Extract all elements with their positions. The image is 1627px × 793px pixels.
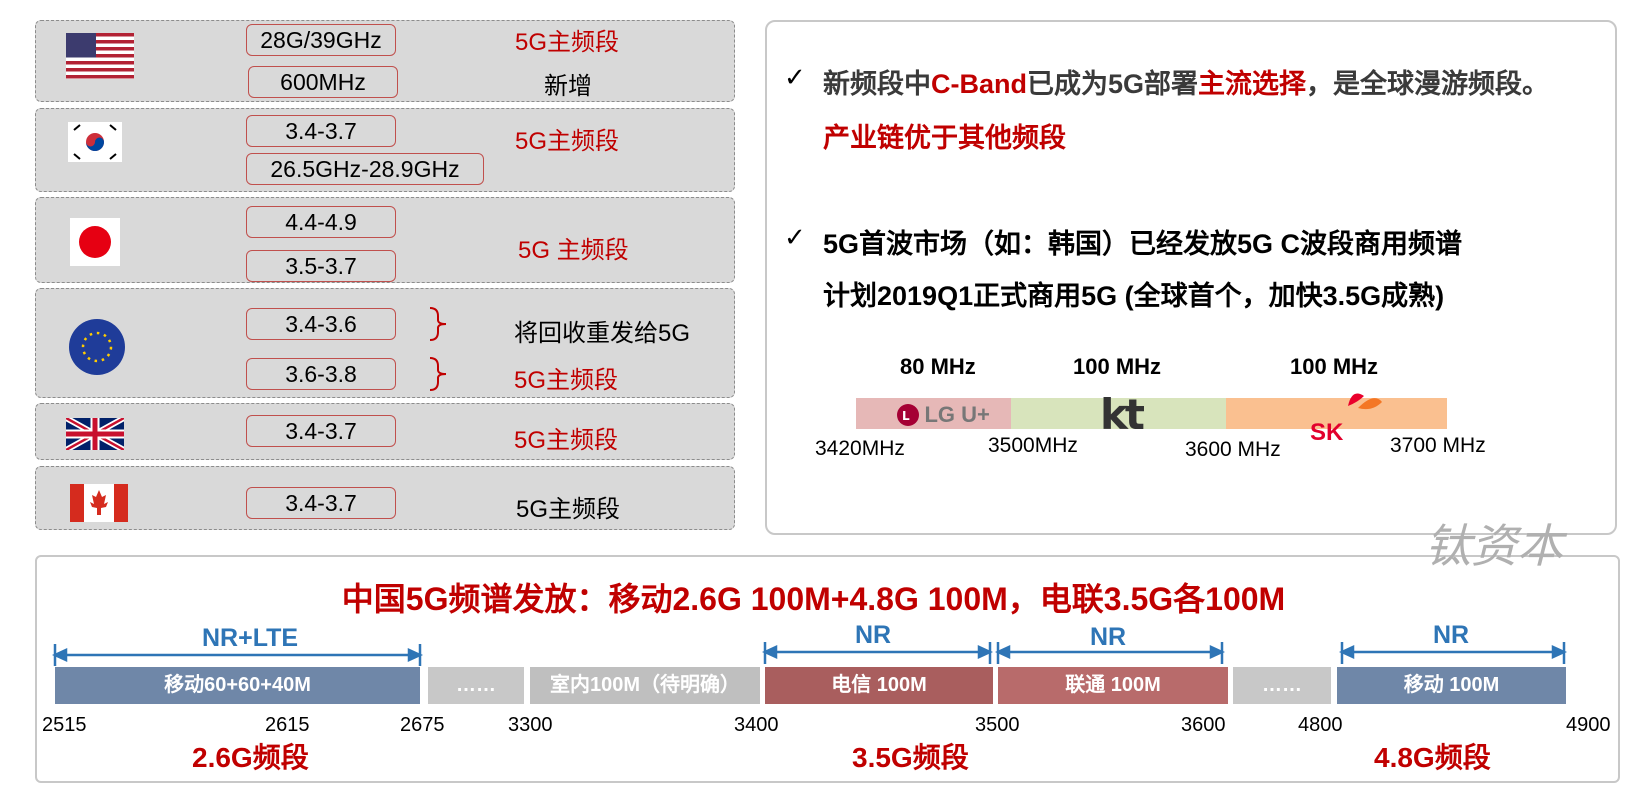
note-uk: 5G主频段 bbox=[514, 427, 619, 454]
tick-3500: 3500 bbox=[975, 714, 1020, 736]
note-japan: 5G 主频段 bbox=[518, 237, 629, 264]
tech-label-nr-lte: NR+LTE bbox=[202, 624, 299, 652]
freq-box-uk: 3.4-3.7 bbox=[246, 415, 396, 447]
eu-flag-icon bbox=[69, 319, 125, 375]
watermark: 钛资本 bbox=[1425, 519, 1563, 573]
lgu-logo-text: LG U+ bbox=[924, 402, 990, 427]
point2-line2: 计划2019Q1正式商用5G (全球首个，加快3.5G成熟) bbox=[823, 281, 1445, 311]
note-us-main: 5G主频段 bbox=[515, 29, 620, 56]
segment-indoor: 室内100M（待明确） bbox=[530, 667, 760, 704]
korea-flag-icon bbox=[68, 122, 122, 162]
segment-mobile-48: 移动 100M bbox=[1337, 667, 1566, 704]
tick-2515: 2515 bbox=[42, 714, 87, 736]
brace-icon bbox=[429, 357, 447, 391]
span-arrows bbox=[51, 642, 1568, 666]
svg-text:L: L bbox=[902, 409, 910, 423]
tech-label-nr-unicom: NR bbox=[1090, 623, 1127, 651]
tech-label-nr-telecom: NR bbox=[855, 621, 892, 649]
point1-d: 主流选择 bbox=[1198, 69, 1307, 99]
uk-flag-icon bbox=[66, 418, 124, 450]
kt-logo: kt bbox=[1100, 390, 1145, 439]
segment-gap-2: …… bbox=[1233, 667, 1331, 704]
tick-3400: 3400 bbox=[734, 714, 779, 736]
tech-label-nr-mobile: NR bbox=[1433, 621, 1470, 649]
segment-telecom: 电信 100M bbox=[765, 667, 993, 704]
alloc-tick-3500: 3500MHz bbox=[988, 434, 1078, 457]
sk-logo: SK bbox=[1310, 386, 1388, 446]
alloc-segment-kt bbox=[1011, 398, 1226, 429]
info-panel bbox=[765, 20, 1617, 535]
check-icon: ✓ bbox=[784, 222, 806, 252]
note-eu-reissue: 将回收重发给5G bbox=[514, 320, 691, 347]
note-korea: 5G主频段 bbox=[515, 128, 620, 155]
point2-line1: 5G首波市场（如：韩国）已经发放5G C波段商用频谱 bbox=[823, 229, 1463, 259]
width-label-lgu: 80 MHz bbox=[900, 354, 976, 379]
lg-circle-icon: L bbox=[897, 404, 919, 426]
canada-flag-icon bbox=[70, 484, 128, 522]
alloc-tick-3600: 3600 MHz bbox=[1185, 438, 1281, 461]
note-eu-main: 5G主频段 bbox=[514, 367, 619, 394]
note-us-new: 新增 bbox=[544, 73, 592, 100]
tick-4900: 4900 bbox=[1566, 714, 1611, 736]
note-canada: 5G主频段 bbox=[516, 496, 621, 523]
sk-butterfly-icon bbox=[1347, 393, 1382, 410]
lgu-logo: L LG U+ bbox=[896, 402, 990, 427]
freq-box-korea-1: 3.4-3.7 bbox=[246, 115, 396, 147]
alloc-tick-3700: 3700 MHz bbox=[1390, 434, 1486, 457]
freq-box-us-1: 28G/39GHz bbox=[246, 24, 396, 56]
alloc-segment-lgu bbox=[856, 398, 1011, 429]
us-flag-icon bbox=[66, 33, 134, 79]
band-label-26g: 2.6G频段 bbox=[192, 742, 309, 773]
width-label-sk: 100 MHz bbox=[1290, 354, 1379, 379]
band-label-48g: 4.8G频段 bbox=[1374, 742, 1491, 773]
check-icon: ✓ bbox=[784, 62, 806, 92]
point1-line1: 新频段中C-Band已成为5G部署主流选择，是全球漫游频段。 bbox=[823, 62, 1549, 101]
segment-unicom: 联通 100M bbox=[998, 667, 1228, 704]
point1-c: 已成为5G部署 bbox=[1027, 69, 1199, 99]
freq-box-us-2: 600MHz bbox=[248, 66, 398, 98]
freq-box-eu-2: 3.6-3.8 bbox=[246, 358, 396, 390]
freq-box-canada: 3.4-3.7 bbox=[246, 487, 396, 519]
width-label-kt: 100 MHz bbox=[1073, 354, 1162, 379]
band-label-35g: 3.5G频段 bbox=[852, 742, 969, 773]
alloc-tick-3420: 3420MHz bbox=[815, 437, 905, 460]
tick-3600: 3600 bbox=[1181, 714, 1226, 736]
freq-box-korea-2: 26.5GHz-28.9GHz bbox=[246, 153, 484, 185]
segment-gap-1: …… bbox=[428, 667, 524, 704]
tick-3300: 3300 bbox=[508, 714, 553, 736]
freq-box-japan-2: 3.5-3.7 bbox=[246, 250, 396, 282]
point1-a: 新频段中 bbox=[823, 69, 931, 99]
japan-flag-icon bbox=[70, 218, 120, 266]
point1-e: ，是全球漫游频段。 bbox=[1306, 69, 1550, 99]
segment-mobile-26: 移动60+60+40M bbox=[55, 667, 420, 704]
freq-box-japan-1: 4.4-4.9 bbox=[246, 206, 396, 238]
sk-logo-text: SK bbox=[1310, 419, 1344, 446]
china-panel bbox=[35, 555, 1620, 783]
tick-2675: 2675 bbox=[400, 714, 445, 736]
point1-line2: 产业链优于其他频段 bbox=[823, 123, 1066, 153]
china-title: 中国5G频谱发放：移动2.6G 100M+4.8G 100M，电联3.5G各10… bbox=[341, 581, 1286, 617]
freq-box-eu-1: 3.4-3.6 bbox=[246, 308, 396, 340]
point1-b: C-Band bbox=[931, 69, 1027, 99]
alloc-segment-sk bbox=[1226, 398, 1447, 429]
tick-4800: 4800 bbox=[1298, 714, 1343, 736]
tick-2615: 2615 bbox=[265, 714, 310, 736]
brace-icon bbox=[429, 307, 447, 341]
